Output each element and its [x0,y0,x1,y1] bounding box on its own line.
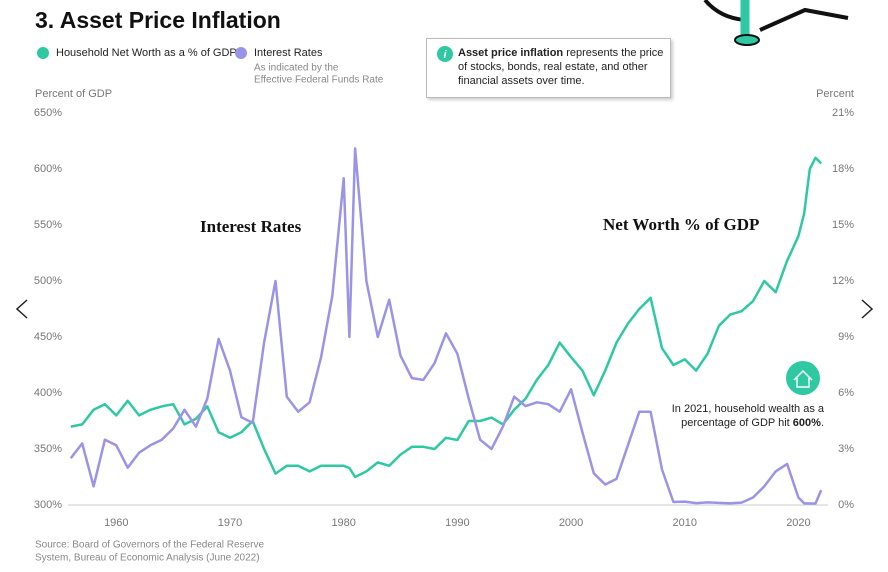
legend-note: Effective Federal Funds Rate [254,75,384,86]
x-tick-label: 2000 [559,517,583,529]
info-text: Asset price inflation represents the pri… [458,46,666,88]
info-icon: i [437,46,453,62]
callout-icon [786,361,820,395]
y-tick-label: 500% [34,275,62,287]
y-tick-label: 400% [34,387,62,399]
decoration [703,0,849,46]
y2-axis-label: Percent [816,88,854,100]
callout-text: In 2021, household wealth as a percentag… [671,403,824,429]
y-tick-label: 550% [34,219,62,231]
legend-swatch [37,47,49,59]
y2-tick-label: 12% [832,275,854,287]
svg-text:i: i [443,49,447,61]
x-tick-label: 2020 [786,517,810,529]
y2-tick-label: 0% [838,499,854,511]
x-tick-label: 1960 [104,517,128,529]
line [69,147,823,505]
x-tick-label: 2010 [673,517,697,529]
y2-tick-label: 18% [832,163,854,175]
y-tick-label: 600% [34,163,62,175]
y2-tick-label: 6% [838,387,854,399]
info-body: represents the price of stocks, bonds, r… [458,47,664,87]
legend-label: Household Net Worth as a % of GDP [56,47,237,59]
annotation: Net Worth % of GDP [603,215,759,234]
y-axis-label: Percent of GDP [35,88,112,100]
callout-text: . [820,417,824,429]
info-bold: Asset price inflation [458,47,564,59]
y2-tick-label: 3% [838,443,854,455]
y-tick-label: 300% [34,499,62,511]
info-box: i Asset price inflation represents the p… [426,38,671,98]
x-tick-label: 1970 [218,517,242,529]
y2-tick-label: 9% [838,331,854,343]
legend-swatch [235,47,247,59]
prev-arrow[interactable] [15,299,28,319]
y-tick-label: 450% [34,331,62,343]
y-tick-label: 350% [34,443,62,455]
annotation: Interest Rates [200,217,302,236]
x-tick-label: 1990 [445,517,469,529]
callout-bold: 600% [792,417,821,429]
legend-label: Interest Rates [254,47,323,59]
next-arrow[interactable] [861,299,874,319]
legend-note: As indicated by the [254,63,339,74]
source: System, Bureau of Economic Analysis (Jun… [35,553,260,564]
x-tick-label: 1980 [331,517,355,529]
y2-tick-label: 21% [832,107,854,119]
y2-tick-label: 15% [832,219,854,231]
source: Source: Board of Governors of the Federa… [35,540,264,551]
chart-title: 3. Asset Price Inflation [35,7,281,33]
y-tick-label: 650% [34,107,62,119]
callout: In 2021, household wealth as a percentag… [659,402,824,430]
